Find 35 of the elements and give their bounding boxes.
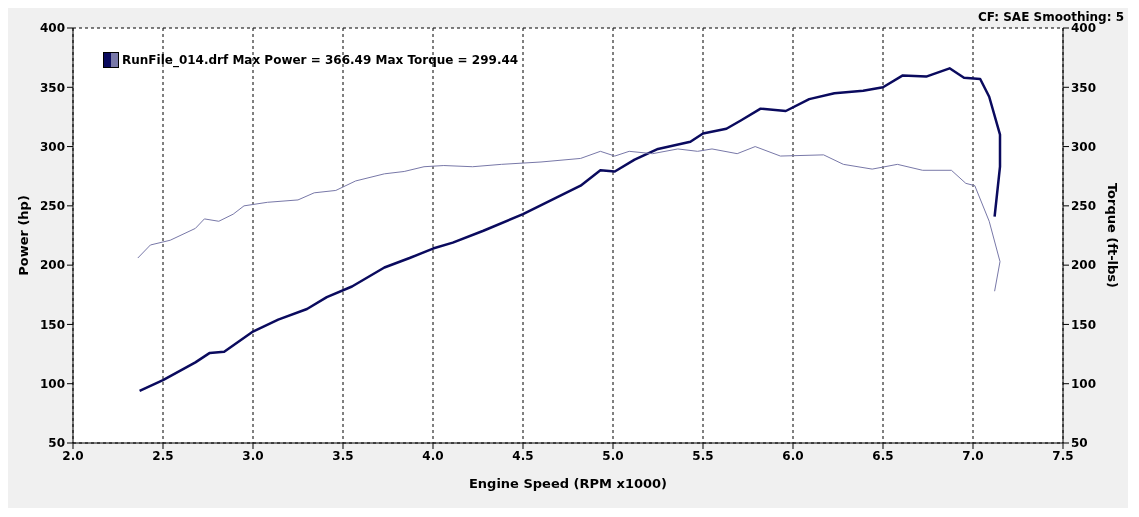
- y2-tick-label: 100: [1071, 376, 1097, 391]
- y2-tick-label: 50: [1071, 436, 1088, 451]
- y-tick-label: 350: [39, 80, 65, 95]
- y2-tick-label: 300: [1071, 139, 1097, 154]
- y2-tick-label: 350: [1071, 80, 1097, 95]
- x-tick-label: 4.5: [512, 448, 534, 463]
- y-tick-label: 400: [39, 21, 65, 36]
- x-tick-label: 2.5: [152, 448, 174, 463]
- x-tick-label: 3.5: [332, 448, 354, 463]
- y-tick-label: 300: [39, 139, 65, 154]
- y2-tick-label: 250: [1071, 199, 1097, 214]
- text: CF: SAE Smoothing: 5: [977, 10, 1124, 24]
- y-axis-title: Power (hp): [15, 195, 31, 276]
- line-series: [137, 146, 1001, 292]
- annotation: RunFile_014.drf Max Power = 366.49 Max Torque = 299.44: [122, 53, 519, 67]
- y2-tick-label: 150: [1071, 317, 1097, 332]
- line-series: [138, 67, 1002, 393]
- y-tick-label: 50: [48, 436, 65, 451]
- y-tick-label: 250: [39, 199, 65, 214]
- y2-tick-label: 400: [1071, 21, 1097, 36]
- x-tick-label: 5.5: [692, 448, 714, 463]
- x-tick-label: 4.0: [422, 448, 444, 463]
- x-axis-title: Engine Speed (RPM x1000): [468, 476, 668, 491]
- y2-tick-label: 200: [1071, 258, 1097, 273]
- x-tick-label: 5.0: [602, 448, 624, 463]
- x-tick-label: 2.0: [62, 448, 84, 463]
- y-tick-label: 150: [39, 317, 65, 332]
- y-tick-label: 100: [39, 376, 65, 391]
- x-tick-label: 7.0: [962, 448, 984, 463]
- y2-axis-title: Torque (ft-lbs): [1105, 182, 1121, 289]
- x-tick-label: 6.5: [872, 448, 894, 463]
- y-tick-label: 200: [39, 258, 65, 273]
- x-tick-label: 3.0: [242, 448, 264, 463]
- x-tick-label: 7.5: [1052, 448, 1074, 463]
- x-tick-label: 6.0: [782, 448, 804, 463]
